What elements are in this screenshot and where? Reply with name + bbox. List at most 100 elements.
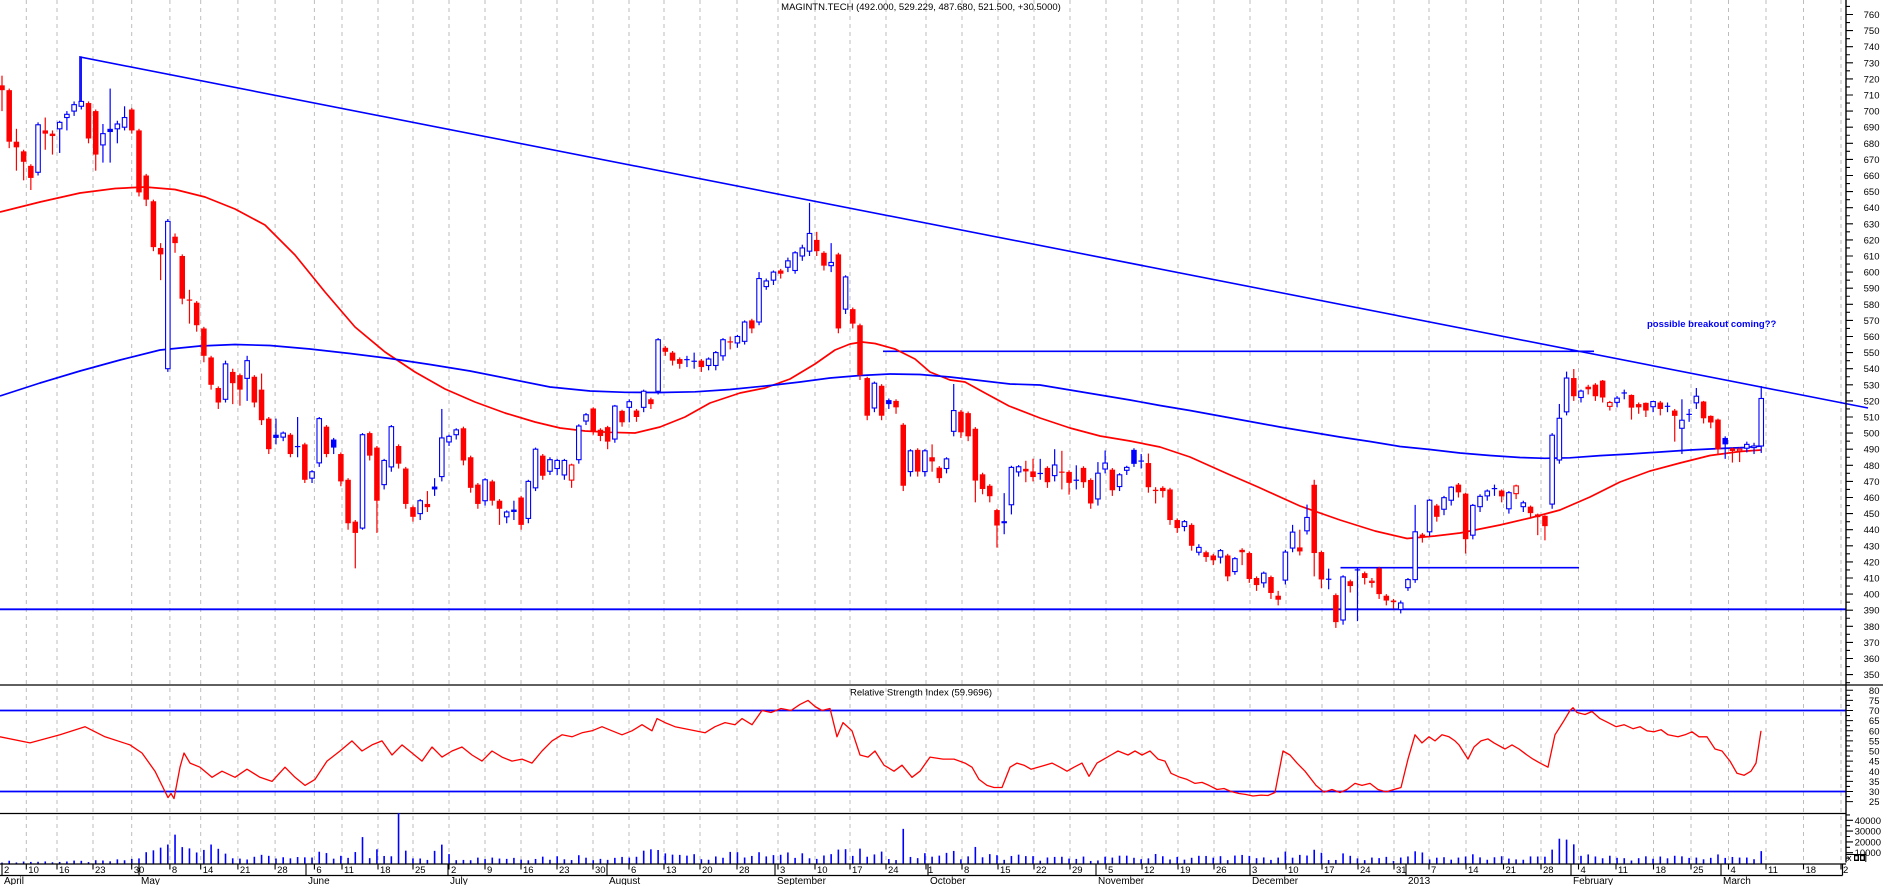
svg-text:10: 10 xyxy=(817,865,828,876)
svg-text:23: 23 xyxy=(95,865,106,876)
svg-text:2013: 2013 xyxy=(1408,876,1431,885)
svg-text:380: 380 xyxy=(1864,622,1880,633)
svg-text:19: 19 xyxy=(1180,865,1191,876)
svg-text:45: 45 xyxy=(1869,757,1880,768)
svg-text:26: 26 xyxy=(1216,865,1227,876)
svg-text:18: 18 xyxy=(1806,865,1817,876)
svg-text:June: June xyxy=(308,876,330,885)
svg-text:30: 30 xyxy=(1869,787,1880,798)
svg-text:60: 60 xyxy=(1869,726,1880,737)
svg-text:10: 10 xyxy=(28,865,39,876)
svg-text:July: July xyxy=(450,876,468,885)
svg-text:30: 30 xyxy=(595,865,606,876)
svg-text:560: 560 xyxy=(1864,332,1880,343)
svg-text:22: 22 xyxy=(1036,865,1047,876)
svg-text:December: December xyxy=(1252,876,1299,885)
svg-text:50: 50 xyxy=(1869,747,1880,758)
svg-text:440: 440 xyxy=(1864,525,1880,536)
svg-text:4: 4 xyxy=(1731,865,1736,876)
svg-text:14: 14 xyxy=(1468,865,1479,876)
svg-text:2: 2 xyxy=(4,865,9,876)
svg-text:17: 17 xyxy=(1324,865,1335,876)
svg-text:April: April xyxy=(4,876,24,885)
svg-text:August: August xyxy=(609,876,640,885)
svg-text:18: 18 xyxy=(1656,865,1667,876)
svg-text:600: 600 xyxy=(1864,268,1880,279)
svg-text:25: 25 xyxy=(1869,797,1880,808)
svg-text:35: 35 xyxy=(1869,777,1880,788)
svg-text:10: 10 xyxy=(1288,865,1299,876)
svg-text:28: 28 xyxy=(277,865,288,876)
svg-text:31: 31 xyxy=(1396,865,1407,876)
svg-text:9: 9 xyxy=(487,865,492,876)
svg-text:640: 640 xyxy=(1864,203,1880,214)
svg-text:370: 370 xyxy=(1864,638,1880,649)
svg-text:28: 28 xyxy=(1543,865,1554,876)
svg-text:700: 700 xyxy=(1864,107,1880,118)
svg-text:55: 55 xyxy=(1869,736,1880,747)
svg-text:75: 75 xyxy=(1869,696,1880,707)
svg-text:2: 2 xyxy=(451,865,456,876)
svg-text:740: 740 xyxy=(1864,42,1880,53)
svg-text:720: 720 xyxy=(1864,74,1880,85)
svg-text:20: 20 xyxy=(702,865,713,876)
svg-text:16: 16 xyxy=(523,865,534,876)
svg-text:11: 11 xyxy=(1618,865,1628,876)
svg-text:Relative Strength Index (59.96: Relative Strength Index (59.9696) xyxy=(850,688,992,699)
svg-text:65: 65 xyxy=(1869,716,1880,727)
svg-text:750: 750 xyxy=(1864,26,1880,37)
svg-text:6: 6 xyxy=(631,865,636,876)
svg-text:690: 690 xyxy=(1864,123,1880,134)
svg-text:14: 14 xyxy=(203,865,214,876)
svg-text:510: 510 xyxy=(1864,413,1880,424)
svg-text:70: 70 xyxy=(1869,706,1880,717)
svg-text:610: 610 xyxy=(1864,252,1880,263)
svg-text:730: 730 xyxy=(1864,58,1880,69)
svg-text:570: 570 xyxy=(1864,316,1880,327)
svg-text:760: 760 xyxy=(1864,10,1880,21)
svg-text:x: x xyxy=(1847,853,1852,863)
svg-text:3: 3 xyxy=(780,865,785,876)
svg-text:4: 4 xyxy=(1581,865,1586,876)
svg-text:10000: 10000 xyxy=(1855,848,1881,859)
svg-text:530: 530 xyxy=(1864,380,1880,391)
svg-text:490: 490 xyxy=(1864,445,1880,456)
svg-text:13: 13 xyxy=(666,865,677,876)
svg-text:550: 550 xyxy=(1864,348,1880,359)
svg-text:460: 460 xyxy=(1864,493,1880,504)
svg-text:660: 660 xyxy=(1864,171,1880,182)
svg-text:480: 480 xyxy=(1864,461,1880,472)
svg-text:February: February xyxy=(1573,876,1613,885)
svg-text:40000: 40000 xyxy=(1855,816,1881,827)
svg-text:6: 6 xyxy=(316,865,321,876)
svg-text:670: 670 xyxy=(1864,155,1880,166)
svg-text:350: 350 xyxy=(1864,670,1880,681)
svg-text:30: 30 xyxy=(134,865,145,876)
svg-text:5: 5 xyxy=(1108,865,1113,876)
svg-text:21: 21 xyxy=(240,865,251,876)
svg-text:650: 650 xyxy=(1864,187,1880,198)
svg-text:May: May xyxy=(141,876,160,885)
svg-text:450: 450 xyxy=(1864,509,1880,520)
svg-text:17: 17 xyxy=(852,865,863,876)
svg-text:360: 360 xyxy=(1864,654,1880,665)
svg-text:400: 400 xyxy=(1864,590,1880,601)
svg-text:March: March xyxy=(1723,876,1751,885)
svg-text:630: 630 xyxy=(1864,219,1880,230)
svg-text:40: 40 xyxy=(1869,767,1880,778)
svg-text:11: 11 xyxy=(1768,865,1778,876)
svg-text:21: 21 xyxy=(1506,865,1517,876)
svg-text:410: 410 xyxy=(1864,574,1880,585)
svg-text:25: 25 xyxy=(415,865,426,876)
svg-text:8: 8 xyxy=(172,865,177,876)
svg-text:possible breakout coming??: possible breakout coming?? xyxy=(1647,319,1777,330)
svg-text:15: 15 xyxy=(1000,865,1011,876)
svg-text:580: 580 xyxy=(1864,300,1880,311)
svg-text:3: 3 xyxy=(1252,865,1257,876)
svg-text:1: 1 xyxy=(928,865,933,876)
svg-text:30000: 30000 xyxy=(1855,827,1881,838)
svg-text:500: 500 xyxy=(1864,429,1880,440)
svg-text:October: October xyxy=(930,876,966,885)
svg-text:430: 430 xyxy=(1864,541,1880,552)
svg-text:80: 80 xyxy=(1869,686,1880,697)
